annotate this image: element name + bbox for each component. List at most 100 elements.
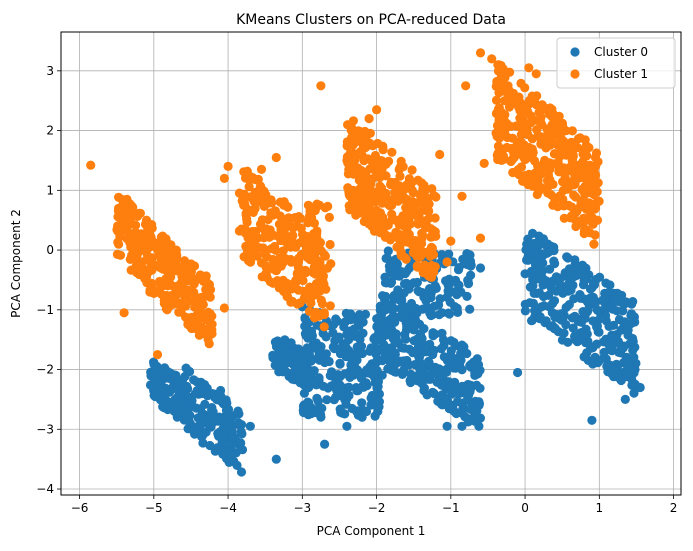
cluster-1-point — [366, 192, 376, 202]
cluster-0-point — [473, 360, 484, 370]
cluster-1-point — [516, 130, 526, 140]
cluster-1-point — [417, 238, 427, 249]
cluster-0-point — [626, 309, 637, 319]
cluster-1-point — [475, 233, 486, 243]
cluster-0-point — [454, 263, 464, 273]
cluster-1-point — [567, 156, 577, 166]
legend: Cluster 0 Cluster 1 — [556, 37, 676, 89]
cluster-0-point — [601, 278, 611, 288]
cluster-1-point — [197, 299, 207, 310]
cluster-0-point — [374, 402, 384, 412]
cluster-1-point — [394, 164, 404, 175]
cluster-1-point — [487, 54, 497, 64]
cluster-1-point — [293, 268, 303, 278]
cluster-1-point — [239, 200, 249, 210]
cluster-0-point — [192, 385, 202, 396]
cluster-1-point — [161, 278, 171, 288]
cluster-1-point — [242, 217, 252, 227]
cluster-1-point — [245, 257, 256, 267]
cluster-0-point — [435, 294, 445, 304]
cluster-1-point — [396, 248, 406, 259]
cluster-1-point — [259, 233, 269, 243]
cluster-1-point — [358, 189, 368, 199]
cluster-0-point — [383, 326, 393, 336]
cluster-0-point — [441, 395, 451, 405]
cluster-0-point — [563, 337, 573, 347]
cluster-0-point — [397, 267, 407, 277]
cluster-1-point — [114, 239, 124, 249]
x-tick-label: −3 — [293, 501, 311, 515]
cluster-0-point — [357, 398, 367, 408]
cluster-1-point — [430, 213, 440, 223]
cluster-1-point — [284, 213, 294, 223]
cluster-0-point — [434, 310, 444, 320]
cluster-0-point — [212, 395, 222, 405]
cluster-1-point — [506, 121, 516, 131]
cluster-1-point — [256, 164, 267, 174]
cluster-1-point — [281, 233, 291, 243]
cluster-0-point — [334, 345, 344, 355]
cluster-0-point — [217, 437, 227, 447]
cluster-1-point — [587, 199, 597, 209]
cluster-0-point — [373, 377, 383, 387]
cluster-0-point — [392, 289, 402, 299]
cluster-1-point — [552, 129, 562, 139]
cluster-1-point — [250, 203, 260, 214]
legend-marker-cluster-1 — [570, 69, 580, 79]
cluster-1-point — [569, 180, 579, 190]
cluster-0-point — [367, 390, 377, 401]
cluster-0-point — [449, 363, 459, 373]
cluster-0-point — [146, 367, 156, 377]
cluster-0-point — [462, 384, 472, 394]
cluster-0-point — [614, 373, 624, 383]
cluster-1-point — [171, 247, 181, 258]
cluster-1-point — [590, 230, 600, 240]
cluster-1-point — [359, 156, 369, 166]
cluster-0-point — [466, 261, 476, 271]
cluster-0-point — [232, 460, 242, 470]
cluster-0-point — [561, 320, 571, 330]
cluster-0-point — [159, 403, 169, 413]
cluster-0-point — [182, 381, 192, 391]
cluster-0-point — [442, 421, 452, 431]
cluster-1-point — [362, 174, 372, 184]
cluster-1-point — [271, 152, 281, 163]
cluster-1-point — [142, 255, 152, 265]
cluster-0-point — [534, 288, 545, 298]
cluster-1-point — [567, 126, 578, 136]
cluster-1-point — [353, 126, 363, 136]
cluster-1-point — [365, 204, 375, 214]
cluster-0-point — [412, 277, 422, 287]
x-tick-label: −4 — [219, 501, 237, 515]
cluster-1-point — [387, 147, 397, 157]
cluster-1-point — [192, 293, 202, 303]
cluster-1-point — [326, 259, 336, 269]
cluster-0-point — [530, 256, 540, 266]
cluster-0-point — [388, 303, 398, 313]
cluster-0-point — [312, 393, 322, 403]
cluster-0-point — [402, 355, 412, 366]
cluster-1-point — [324, 212, 334, 222]
cluster-0-point — [183, 424, 193, 434]
cluster-1-point — [303, 200, 313, 210]
cluster-1-point — [143, 240, 153, 250]
cluster-1-point — [542, 163, 552, 173]
cluster-1-point — [525, 152, 535, 162]
cluster-0-point — [299, 407, 309, 418]
cluster-0-point — [583, 336, 593, 346]
cluster-1-point — [407, 165, 417, 175]
cluster-1-point — [573, 134, 584, 144]
cluster-1-point — [317, 299, 327, 309]
cluster-0-point — [154, 389, 164, 399]
cluster-1-point — [259, 201, 269, 211]
cluster-1-point — [119, 209, 129, 219]
cluster-1-point — [372, 220, 382, 230]
cluster-0-point — [599, 294, 609, 304]
cluster-1-point — [516, 101, 526, 111]
cluster-1-point — [428, 225, 438, 235]
cluster-0-point — [520, 306, 531, 316]
cluster-0-point — [286, 338, 296, 348]
cluster-1-point — [126, 242, 136, 252]
cluster-0-point — [545, 264, 555, 274]
cluster-1-point — [405, 219, 416, 229]
